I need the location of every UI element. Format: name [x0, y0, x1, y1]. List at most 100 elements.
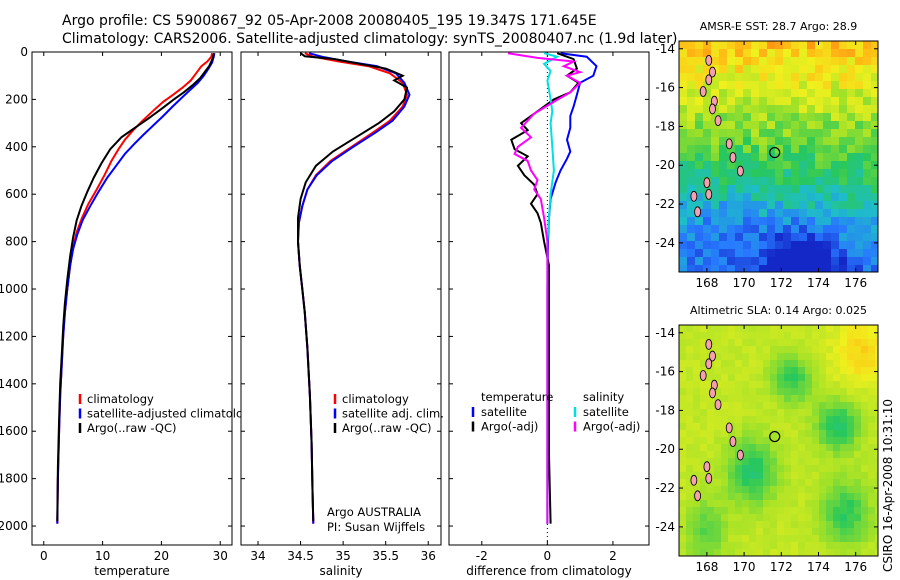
sst_map-island	[705, 55, 713, 66]
diff-legend-label: satellite	[481, 405, 527, 419]
salinity-xtick-label: 36	[421, 549, 436, 563]
sla_map-float-marker	[769, 430, 781, 443]
temperature-xtick-label: 30	[213, 549, 228, 563]
sla_map-xtick-label: 174	[807, 560, 830, 574]
salinity-legend-label: satellite adj. clim.	[342, 407, 444, 421]
sst_map-island	[736, 165, 744, 177]
sst_map-xtick-label: 170	[733, 276, 756, 290]
sla_map-ytick-label: -16	[655, 365, 675, 379]
salinity-legend-label: climatology	[342, 392, 409, 406]
sst_map-island	[714, 115, 722, 126]
sla_map-cells	[679, 325, 878, 556]
sst_map-island	[709, 103, 716, 115]
sst_map: AMSR-E SST: 28.7 Argo: 28.9 -14 -16 -18 -20 -…	[655, 20, 879, 290]
sla_map-island	[690, 474, 698, 486]
salinity-xtick-label: 35.5	[372, 549, 399, 563]
difference-series-salinity-argo-adj-	[507, 52, 584, 524]
sla_map-xtick-label: 170	[733, 560, 756, 574]
sst_map-ytick-label: -16	[655, 81, 675, 95]
sla_map-island	[703, 461, 711, 473]
depth-tick-label: 1200	[0, 329, 28, 343]
depth-tick-label: 2000	[0, 519, 28, 533]
depth-tick-label: 1600	[0, 424, 28, 438]
sst_map-xtick-label: 174	[807, 276, 830, 290]
pi-annotation: PI: Susan Wijffels	[327, 520, 425, 534]
temperature-legend-label: satellite-adjusted climatology	[87, 407, 257, 421]
sla_map-frame	[678, 324, 879, 557]
difference-xlabel: difference from climatology	[466, 564, 632, 578]
salinity-xtick-label: 34	[250, 549, 265, 563]
salinity-xtick-label: 35	[335, 549, 350, 563]
sst_map-island	[703, 177, 711, 189]
sst_map-island	[729, 152, 737, 163]
sst_map-island	[694, 206, 701, 218]
depth-tick-label: 600	[5, 187, 28, 201]
depth-tick-label: 200	[5, 92, 28, 106]
temperature-legend-label: climatology	[87, 392, 154, 406]
sla_map-ytick-label: -20	[655, 442, 675, 456]
sla_map-title: Altimetric SLA: 0.14 Argo: 0.025	[690, 304, 867, 317]
depth-tick-label: 0	[20, 45, 28, 59]
salinity-legend-label: Argo(..raw -QC)	[342, 421, 432, 435]
diff-legend-label: Argo(-adj)	[583, 420, 640, 434]
depth-tick-label: 400	[5, 140, 28, 154]
temperature-xtick-label: 0	[40, 549, 48, 563]
sst_map-ytick-label: -14	[655, 42, 675, 56]
diff-legend-label: Argo(-adj)	[481, 420, 538, 434]
sla_map-xtick-label: 168	[695, 560, 718, 574]
sst_map-ytick-label: -18	[655, 119, 675, 133]
difference-xtick-label: -2	[476, 549, 488, 563]
sla_map-island	[705, 472, 713, 484]
sla_map-island	[705, 358, 713, 370]
difference-xtick-label: 0	[544, 549, 552, 563]
credit-stamp: CSIRO 16-Apr-2008 10:31:10	[881, 399, 895, 572]
argo-annotation: Argo AUSTRALIA	[327, 505, 421, 519]
header-line-1: Argo profile: CS 5900867_92 05-Apr-2008 …	[62, 13, 597, 29]
salinity-series-argo-raw-qc-	[297, 52, 409, 522]
sla_map-island	[699, 370, 707, 381]
sst_map-xtick-label: 172	[770, 276, 793, 290]
sst_map-island	[705, 74, 713, 86]
sst_map-island	[725, 138, 733, 150]
sla_map-island	[705, 339, 713, 350]
sst_map-cells	[679, 41, 878, 272]
temperature-frame	[31, 51, 233, 546]
depth-tick-label: 800	[5, 235, 28, 249]
temperature-xtick-label: 10	[95, 549, 110, 563]
diff-legend-label: satellite	[583, 405, 629, 419]
sst_map-ytick-label: -24	[655, 236, 675, 250]
depth-tick-label: 1400	[0, 377, 28, 391]
depth-tick-label: 1800	[0, 472, 28, 486]
sla_map-island	[729, 436, 737, 447]
sla_map-ytick-label: -18	[655, 403, 675, 417]
sst_map-ytick-label: -20	[655, 158, 675, 172]
sla_map-island	[709, 387, 716, 399]
sla_map-island	[725, 422, 733, 434]
sst_map-island	[690, 190, 698, 202]
temperature-xlabel: temperature	[94, 564, 169, 578]
sst_map-float-marker	[769, 146, 781, 159]
sla_map-ytick-label: -24	[655, 520, 675, 534]
sst_map-frame	[678, 40, 879, 273]
sst_map-xtick-label: 168	[695, 276, 718, 290]
sla_map-island	[709, 350, 716, 362]
salinity-panel: 34 34.5 35 35.5 36 salinity climatologysatelli…	[240, 51, 444, 578]
diff-legend-heading: temperature	[481, 390, 553, 404]
sst_map-island	[705, 188, 713, 200]
temperature-series-argo-raw-qc-	[56, 53, 215, 522]
diff-legend-heading: salinity	[583, 390, 624, 404]
depth-tick-label: 1000	[0, 282, 28, 296]
salinity-frame	[240, 51, 442, 546]
difference-xtick-label: 2	[609, 549, 617, 563]
temperature-legend-label: Argo(..raw -QC)	[87, 421, 177, 435]
temperature-panel: 0 200 400 600 800 1000 1200 1400 1600 1800 2000 0 10…	[0, 45, 257, 578]
salinity-xlabel: salinity	[319, 564, 362, 578]
sla_map-ytick-label: -22	[655, 481, 675, 495]
sst_map-ytick-label: -22	[655, 197, 675, 211]
sla_map-ytick-label: -14	[655, 326, 675, 340]
sla_map: Altimetric SLA: 0.14 Argo: 0.025 -14 -16 -1…	[655, 304, 879, 574]
sla_map-island	[714, 399, 722, 410]
sla_map-island	[694, 490, 701, 502]
